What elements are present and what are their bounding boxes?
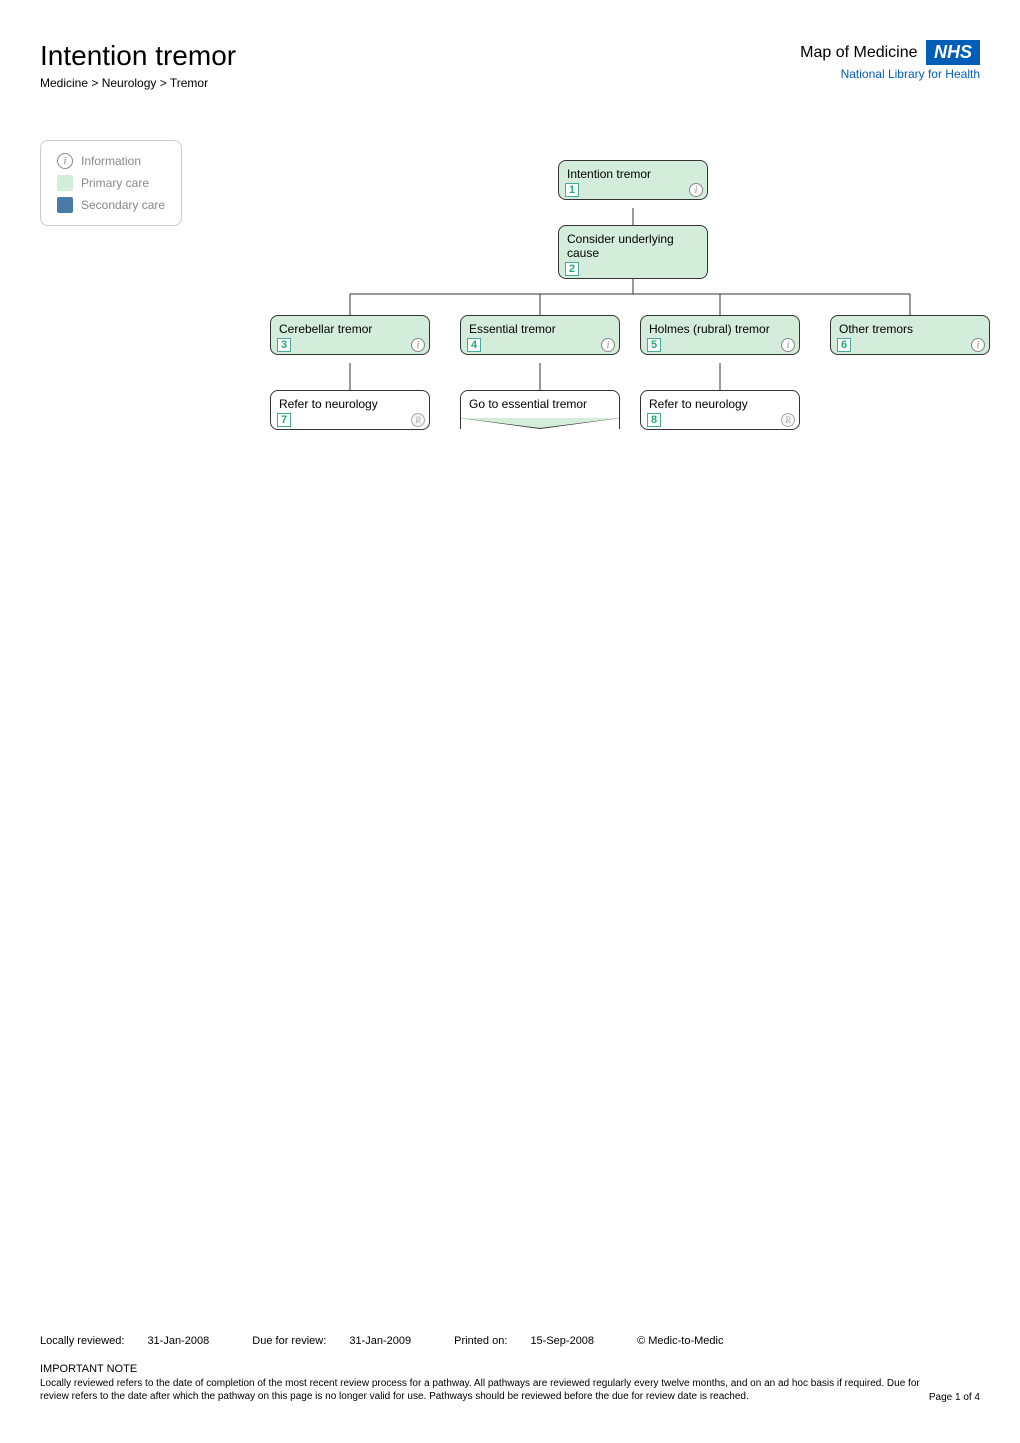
secondary-care-swatch [57,197,73,213]
legend-label: Information [81,154,141,168]
flowchart-node-9[interactable]: Refer to neurology8 R [640,390,800,430]
info-icon[interactable]: i [971,338,985,352]
map-of-medicine-label: Map of Medicine [800,44,917,62]
node-number: 1 [565,183,579,197]
node-label: Refer to neurology [279,397,421,425]
legend: i Information Primary care Secondary car… [40,140,182,226]
node-number: 2 [565,262,579,276]
flowchart-node-3[interactable]: Cerebellar tremor3 i [270,315,430,355]
legend-label: Secondary care [81,198,165,212]
flowchart-node-4[interactable]: Essential tremor4 i [460,315,620,355]
node-label: Intention tremor [567,167,699,195]
node-label: Cerebellar tremor [279,322,421,350]
header: Intention tremor Medicine > Neurology > … [40,40,980,90]
node-label: Essential tremor [469,322,611,350]
legend-item-primary: Primary care [57,175,165,191]
info-icon[interactable]: i [411,338,425,352]
node-label: Other tremors [839,322,981,350]
node-label: Holmes (rubral) tremor [649,322,791,350]
breadcrumb: Medicine > Neurology > Tremor [40,76,800,90]
reference-icon[interactable]: R [411,413,425,427]
reviewed-label: Locally reviewed: 31-Jan-2008 [40,1335,229,1347]
node-number: 6 [837,338,851,352]
footer-meta: Locally reviewed: 31-Jan-2008 Due for re… [40,1335,980,1347]
printed-label: Printed on: 15-Sep-2008 [454,1335,614,1347]
legend-item-information: i Information [57,153,165,169]
info-icon: i [57,153,73,169]
footer-note-text: Locally reviewed refers to the date of c… [40,1377,920,1403]
flowchart-node-7[interactable]: Refer to neurology7 R [270,390,430,430]
due-label: Due for review: 31-Jan-2009 [252,1335,431,1347]
node-number: 5 [647,338,661,352]
footer: Locally reviewed: 31-Jan-2008 Due for re… [40,1335,980,1403]
node-number: 8 [647,413,661,427]
page-number: Page 1 of 4 [929,1392,980,1403]
reference-icon[interactable]: R [781,413,795,427]
info-icon[interactable]: i [689,183,703,197]
page-title: Intention tremor [40,40,800,72]
nhs-logo: NHS [926,40,980,65]
nlh-link[interactable]: National Library for Health [800,67,980,81]
primary-care-swatch [57,175,73,191]
node-label: Refer to neurology [649,397,791,425]
copyright-label: © Medic-to-Medic [637,1335,723,1347]
node-label: Consider underlying cause [567,232,699,274]
info-icon[interactable]: i [781,338,795,352]
node-number: 4 [467,338,481,352]
node-number: 3 [277,338,291,352]
footer-note-title: IMPORTANT NOTE [40,1363,980,1375]
legend-item-secondary: Secondary care [57,197,165,213]
flowchart-node-2[interactable]: Consider underlying cause2 [558,225,708,279]
info-icon[interactable]: i [601,338,615,352]
flowchart-node-5[interactable]: Holmes (rubral) tremor5 i [640,315,800,355]
node-number: 7 [277,413,291,427]
flowchart-node-1[interactable]: Intention tremor1 i [558,160,708,200]
flowchart-node-6[interactable]: Other tremors6 i [830,315,990,355]
legend-label: Primary care [81,176,149,190]
